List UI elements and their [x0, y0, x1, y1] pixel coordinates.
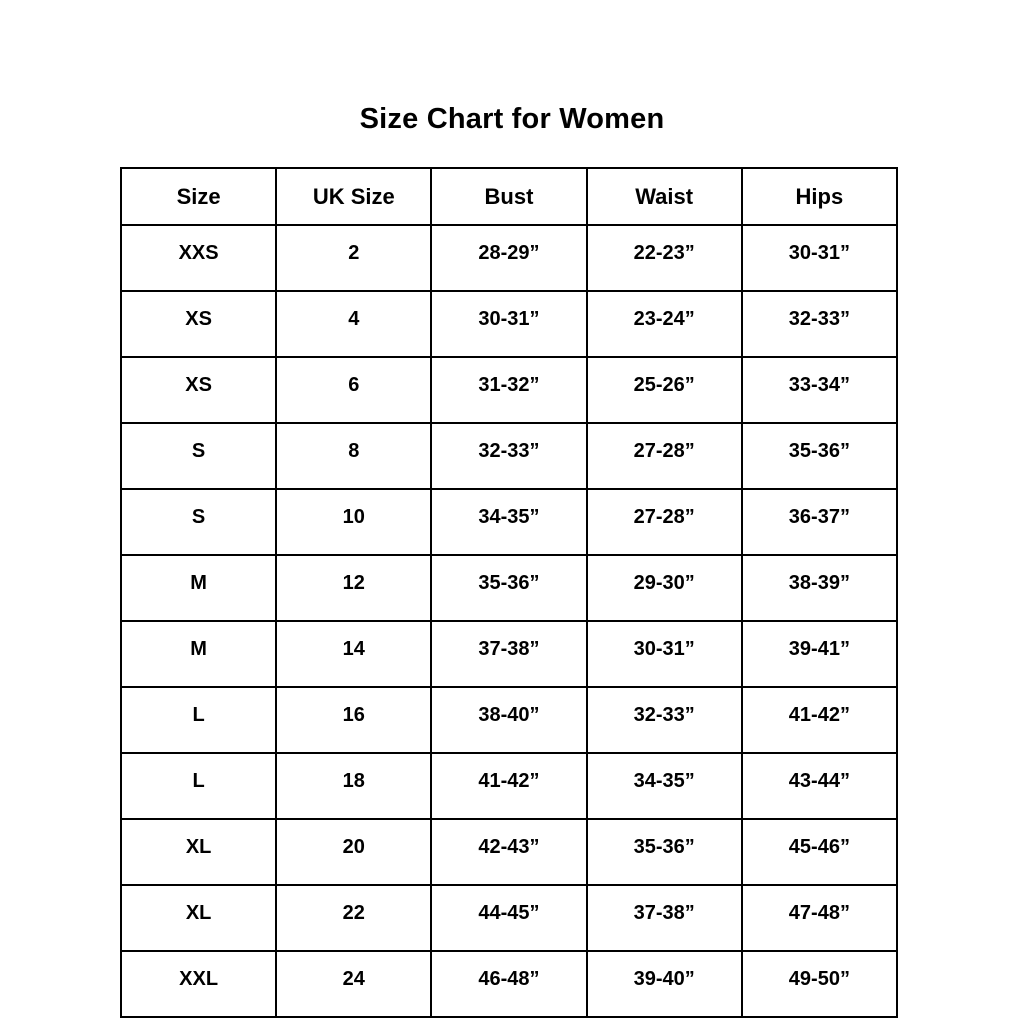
table-cell: 35-36” — [740, 422, 899, 490]
table-cell: 44-45” — [430, 884, 588, 952]
header-row: Size UK Size Bust Waist Hips — [119, 167, 899, 226]
table-cell: L — [119, 686, 278, 754]
table-cell: 16 — [275, 686, 433, 754]
table-cell: 24 — [275, 950, 433, 1018]
table-cell: XXL — [119, 950, 278, 1018]
table-cell: 35-36” — [585, 818, 743, 886]
table-cell: 41-42” — [430, 752, 588, 820]
table-row: XXL 24 46-48” 39-40” 49-50” — [119, 950, 899, 1018]
table-cell: 39-41” — [740, 620, 899, 688]
table-cell: 36-37” — [740, 488, 899, 556]
table-cell: XS — [119, 356, 278, 424]
table-cell: 27-28” — [585, 488, 743, 556]
table-cell: 30-31” — [585, 620, 743, 688]
table-cell: 37-38” — [585, 884, 743, 952]
table-cell: 22-23” — [585, 224, 743, 292]
table-cell: 38-39” — [740, 554, 899, 622]
table-cell: 46-48” — [430, 950, 588, 1018]
table-cell: XL — [119, 818, 278, 886]
table-row: XS 6 31-32” 25-26” 33-34” — [119, 356, 899, 424]
table-cell: 32-33” — [430, 422, 588, 490]
table-cell: 35-36” — [430, 554, 588, 622]
table-cell: 28-29” — [430, 224, 588, 292]
table-row: L 18 41-42” 34-35” 43-44” — [119, 752, 899, 820]
table-cell: 43-44” — [740, 752, 899, 820]
table-row: S 8 32-33” 27-28” 35-36” — [119, 422, 899, 490]
table-cell: M — [119, 620, 278, 688]
table-cell: S — [119, 488, 278, 556]
table-cell: M — [119, 554, 278, 622]
table-cell: 8 — [275, 422, 433, 490]
table-row: XL 20 42-43” 35-36” 45-46” — [119, 818, 899, 886]
table-cell: XXS — [119, 224, 278, 292]
table-cell: 20 — [275, 818, 433, 886]
table-row: S 10 34-35” 27-28” 36-37” — [119, 488, 899, 556]
table-cell: 34-35” — [585, 752, 743, 820]
table-cell: 22 — [275, 884, 433, 952]
column-header-1: UK Size — [275, 167, 433, 226]
table-row: L 16 38-40” 32-33” 41-42” — [119, 686, 899, 754]
table-cell: 27-28” — [585, 422, 743, 490]
table-row: XXS 2 28-29” 22-23” 30-31” — [119, 224, 899, 292]
size-chart-body: XXS 2 28-29” 22-23” 30-31” XS 4 30-31” 23-24” 32-… — [119, 224, 899, 1018]
column-header-0: Size — [119, 167, 278, 226]
table-row: XL 22 44-45” 37-38” 47-48” — [119, 884, 899, 952]
size-chart-table: Size UK Size Bust Waist Hips XXS 2 28-29” 22-23… — [119, 167, 899, 1018]
table-cell: 38-40” — [430, 686, 588, 754]
table-cell: 49-50” — [740, 950, 899, 1018]
column-header-2: Bust — [430, 167, 588, 226]
table-cell: 14 — [275, 620, 433, 688]
table-cell: 30-31” — [740, 224, 899, 292]
table-cell: 23-24” — [585, 290, 743, 358]
table-cell: XL — [119, 884, 278, 952]
table-cell: 30-31” — [430, 290, 588, 358]
table-cell: S — [119, 422, 278, 490]
table-cell: 29-30” — [585, 554, 743, 622]
table-cell: 45-46” — [740, 818, 899, 886]
table-cell: 18 — [275, 752, 433, 820]
page-title: Size Chart for Women — [359, 103, 665, 135]
table-cell: 12 — [275, 554, 433, 622]
table-row: M 12 35-36” 29-30” 38-39” — [119, 554, 899, 622]
table-cell: 25-26” — [585, 356, 743, 424]
table-cell: 4 — [275, 290, 433, 358]
column-header-4: Hips — [740, 167, 899, 226]
size-chart-header: Size UK Size Bust Waist Hips — [119, 167, 899, 226]
table-cell: 39-40” — [585, 950, 743, 1018]
column-header-3: Waist — [585, 167, 743, 226]
table-cell: 6 — [275, 356, 433, 424]
table-cell: 10 — [275, 488, 433, 556]
table-cell: 34-35” — [430, 488, 588, 556]
table-cell: 31-32” — [430, 356, 588, 424]
table-row: XS 4 30-31” 23-24” 32-33” — [119, 290, 899, 358]
table-cell: 42-43” — [430, 818, 588, 886]
table-cell: 41-42” — [740, 686, 899, 754]
table-cell: XS — [119, 290, 278, 358]
table-row: M 14 37-38” 30-31” 39-41” — [119, 620, 899, 688]
table-cell: 32-33” — [740, 290, 899, 358]
table-cell: 47-48” — [740, 884, 899, 952]
table-cell: 32-33” — [585, 686, 743, 754]
table-cell: L — [119, 752, 278, 820]
table-cell: 37-38” — [430, 620, 588, 688]
table-cell: 33-34” — [740, 356, 899, 424]
table-cell: 2 — [275, 224, 433, 292]
